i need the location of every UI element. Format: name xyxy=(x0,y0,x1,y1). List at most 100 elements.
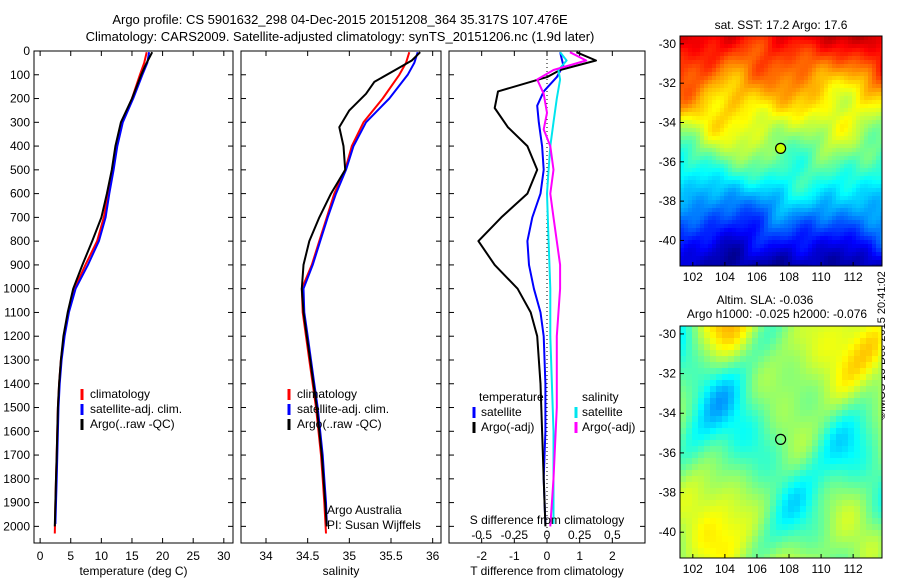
sst_map-cell xyxy=(856,208,860,212)
sst_map-cell xyxy=(872,88,876,92)
sst_map-cell xyxy=(704,208,708,212)
sla_map-cell xyxy=(764,542,770,548)
sst_map-cell xyxy=(840,208,844,212)
sla_map-cell xyxy=(704,362,710,368)
sst_map-cell xyxy=(748,256,752,260)
sst_map-cell xyxy=(680,196,684,200)
sla_map-cell xyxy=(710,506,716,512)
sst_map-cell xyxy=(848,236,852,240)
sla_map-cell xyxy=(752,494,758,500)
sst_map-cell xyxy=(684,136,688,140)
sla_map-cell xyxy=(794,506,800,512)
sla_map-cell xyxy=(722,482,728,488)
sst_map-cell xyxy=(720,56,724,60)
sst_map-cell xyxy=(772,208,776,212)
sla_map-cell xyxy=(878,440,882,446)
sst_map-cell xyxy=(836,128,840,132)
sla_map-cell xyxy=(734,374,740,380)
sst_map-cell xyxy=(780,68,784,72)
sst_map-cell xyxy=(880,188,882,192)
sst_map-cell xyxy=(688,76,692,80)
sst_map-cell xyxy=(848,56,852,60)
sst_map-cell xyxy=(832,252,836,256)
sst_map-cell xyxy=(800,80,804,84)
sst_map-cell xyxy=(860,244,864,248)
sla_map-cell xyxy=(782,386,788,392)
sst_map-cell xyxy=(772,56,776,60)
sst_map-cell xyxy=(828,248,832,252)
sst_map-cell xyxy=(724,144,728,148)
sla_map-cell xyxy=(770,446,776,452)
sst_map-cell xyxy=(820,216,824,220)
sla_map-cell xyxy=(734,500,740,506)
sla_map-cell xyxy=(848,506,854,512)
sla_map-cell xyxy=(698,542,704,548)
sst_map-cell xyxy=(808,208,812,212)
sst_map-cell xyxy=(780,48,784,52)
sla_map-cell xyxy=(788,416,794,422)
sst_map-cell xyxy=(740,80,744,84)
sst_map-cell xyxy=(720,152,724,156)
sla_map-cell xyxy=(746,410,752,416)
sst_map-cell xyxy=(696,60,700,64)
sst_map-cell xyxy=(792,216,796,220)
sst_map-cell xyxy=(704,36,708,40)
sst_map-cell xyxy=(736,224,740,228)
sst_map-cell xyxy=(752,140,756,144)
sst_map-cell xyxy=(820,192,824,196)
sla_map-cell xyxy=(794,422,800,428)
sst_map-cell xyxy=(724,196,728,200)
temperature-ytick-label: 1600 xyxy=(3,424,30,438)
sst_map-cell xyxy=(732,224,736,228)
sst_map-cell xyxy=(804,56,808,60)
sst_map-cell xyxy=(860,192,864,196)
sst_map-cell xyxy=(724,200,728,204)
sla_map-cell xyxy=(848,536,854,542)
sst_map-ytick-label: -32 xyxy=(659,76,677,90)
sst_map-cell xyxy=(684,160,688,164)
sla_map-ytick-label: -36 xyxy=(659,446,677,460)
sla_map-cell xyxy=(812,548,818,554)
sla_map-cell xyxy=(770,536,776,542)
sst_map-cell xyxy=(748,156,752,160)
sst_map-cell xyxy=(880,256,882,260)
sst_map-cell xyxy=(828,156,832,160)
sla_map-cell xyxy=(728,386,734,392)
sla_map-cell xyxy=(710,422,716,428)
sst_map-cell xyxy=(764,240,768,244)
sla_map-cell xyxy=(836,392,842,398)
sla_map-cell xyxy=(710,458,716,464)
sst_map-cell xyxy=(824,216,828,220)
sst_map-cell xyxy=(688,128,692,132)
sst_map-cell xyxy=(792,36,796,40)
sst_map-cell xyxy=(728,260,732,264)
sst_map-cell xyxy=(712,144,716,148)
sst_map-cell xyxy=(768,240,772,244)
sst_map-cell xyxy=(868,92,872,96)
sst_map-cell xyxy=(876,92,880,96)
sla_map-cell xyxy=(818,536,824,542)
sla_map-cell xyxy=(842,380,848,386)
sla_map-cell xyxy=(824,512,830,518)
sla_map-cell xyxy=(776,338,782,344)
sst_map-cell xyxy=(752,128,756,132)
sst_map-cell xyxy=(852,176,856,180)
sst_map-cell xyxy=(812,108,816,112)
sla_map-cell xyxy=(764,332,770,338)
sla_map-cell xyxy=(860,446,866,452)
sst_map-cell xyxy=(752,120,756,124)
sla_map-cell xyxy=(686,398,692,404)
sla_map-cell xyxy=(794,356,800,362)
sla_map-cell xyxy=(686,464,692,470)
sst_map-cell xyxy=(836,60,840,64)
sst_map-cell xyxy=(764,200,768,204)
sst_map-cell xyxy=(872,260,876,264)
sla_map-cell xyxy=(842,416,848,422)
sst_map-cell xyxy=(808,44,812,48)
sla_map-cell xyxy=(878,374,882,380)
sst_map-cell xyxy=(864,236,868,240)
sla_map-cell xyxy=(728,338,734,344)
sst_map-cell xyxy=(836,108,840,112)
sst_map-cell xyxy=(704,148,708,152)
sla_map-cell xyxy=(764,410,770,416)
